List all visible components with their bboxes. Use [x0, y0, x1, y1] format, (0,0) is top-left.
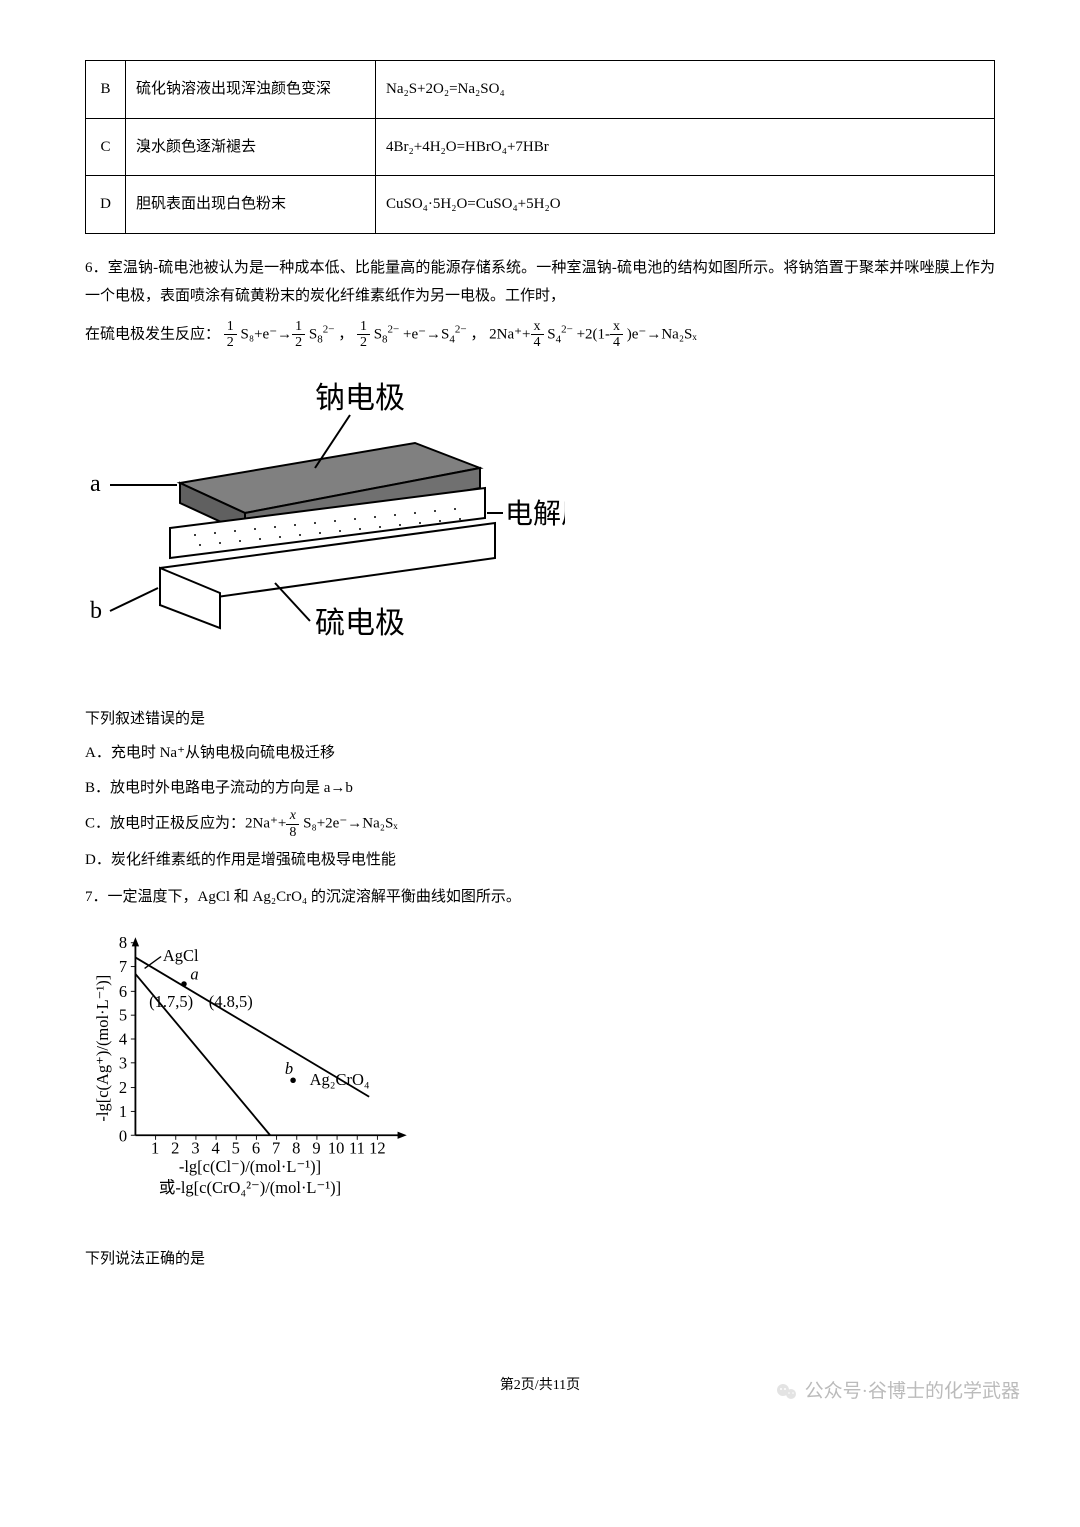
row-equation: Na₂S+2O₂=Na₂SO₄: [376, 61, 995, 119]
solubility-chart: 0 1 2 3 4 5 6 7 8 1 2 3 4 5 6 7 8 9 10 1…: [85, 929, 415, 1213]
q6c-prefix: C．放电时正极反应为：2Na⁺+: [85, 816, 286, 832]
q7-number: 7．: [85, 889, 108, 905]
agcl-label: AgCl: [163, 946, 199, 965]
fraction-x4: x4: [531, 319, 544, 351]
fraction-x4: x4: [610, 319, 623, 351]
watermark-text: 公众号·谷博士的化学武器: [805, 1374, 1020, 1410]
fraction-half: 12: [224, 319, 237, 351]
chart-plot-area: 0 1 2 3 4 5 6 7 8 1 2 3 4 5 6 7 8 9 10 1…: [119, 933, 407, 1157]
watermark: 公众号·谷博士的化学武器: [775, 1374, 1020, 1410]
p2-label: (4.8,5): [209, 992, 253, 1011]
x-axis-label2: 或-lg[c(CrO₄²⁻)/(mol·L⁻¹)]: [159, 1178, 341, 1197]
y-arrow-icon: [132, 937, 139, 946]
agcl-pointer: [145, 957, 161, 969]
y-axis-label: -lg[c(Ag⁺)/(mol·L⁻¹)]: [93, 975, 112, 1122]
svg-text:12: 12: [369, 1139, 385, 1158]
q6-stem: 下列叙述错误的是: [85, 705, 995, 734]
svg-text:4: 4: [212, 1139, 220, 1158]
q7-text: 一定温度下，AgCl 和 Ag₂CrO₄ 的沉淀溶解平衡曲线如图所示。: [108, 889, 521, 905]
q6-option-a: A．充电时 Na⁺从钠电极向硫电极迁移: [85, 739, 995, 768]
a-label: a: [90, 471, 101, 497]
row-label: C: [86, 118, 126, 176]
point-b: [290, 1078, 295, 1083]
svg-text:0: 0: [119, 1127, 127, 1146]
x-axis-label1: -lg[c(Cl⁻)/(mol·L⁻¹)]: [179, 1157, 321, 1176]
row-label: B: [86, 61, 126, 119]
row-desc: 硫化钠溶液出现浑浊颜色变深: [126, 61, 376, 119]
row-desc: 胆矾表面出现白色粉末: [126, 176, 376, 234]
table-row: B 硫化钠溶液出现浑浊颜色变深 Na₂S+2O₂=Na₂SO₄: [86, 61, 995, 119]
fraction-half: 12: [292, 319, 305, 351]
svg-text:8: 8: [292, 1139, 300, 1158]
q7-stem: 下列说法正确的是: [85, 1245, 995, 1274]
table-row: D 胆矾表面出现白色粉末 CuSO₄·5H₂O=CuSO₄+5H₂O: [86, 176, 995, 234]
q6-option-c: C．放电时正极反应为：2Na⁺+x8 S₈+2e⁻→Na₂Sₓ: [85, 808, 995, 840]
svg-text:1: 1: [151, 1139, 159, 1158]
row-equation: 4Br₂+4H₂O=HBrO₄+7HBr: [376, 118, 995, 176]
svg-text:8: 8: [119, 933, 127, 952]
svg-text:5: 5: [119, 1006, 127, 1025]
q6-text1: 室温钠-硫电池被认为是一种成本低、比能量高的能源存储系统。一种室温钠-硫电池的结…: [85, 260, 995, 305]
x-ticks: 1 2 3 4 5 6 7 8 9 10 11 12: [151, 1135, 386, 1157]
q6-heading: 6．室温钠-硫电池被认为是一种成本低、比能量高的能源存储系统。一种室温钠-硫电池…: [85, 254, 995, 311]
q6-reaction-prefix: 在硫电极发生反应：: [85, 326, 220, 342]
point-a: [181, 981, 186, 986]
svg-text:3: 3: [191, 1139, 199, 1158]
fraction-half: 12: [357, 319, 370, 351]
row-label: D: [86, 176, 126, 234]
q6c-suffix: S₈+2e⁻→Na₂Sₓ: [299, 816, 397, 832]
na-label: 钠电极: [315, 382, 405, 415]
svg-text:6: 6: [252, 1139, 260, 1158]
svg-text:5: 5: [232, 1139, 240, 1158]
y-ticks: 0 1 2 3 4 5 6 7 8: [119, 933, 135, 1145]
svg-text:6: 6: [119, 982, 127, 1001]
el-label: 电解质: [505, 498, 565, 530]
svg-text:2: 2: [119, 1078, 127, 1097]
svg-text:11: 11: [349, 1139, 365, 1158]
svg-text:10: 10: [328, 1139, 344, 1158]
b-label: b: [90, 598, 102, 624]
q6-reaction-line: 在硫电极发生反应： 12 S₈+e⁻→12 S82− ， 12 S82− +e⁻…: [85, 319, 995, 351]
table-row: C 溴水颜色逐渐褪去 4Br₂+4H₂O=HBrO₄+7HBr: [86, 118, 995, 176]
point-a-label: a: [190, 964, 198, 983]
wechat-icon: [775, 1380, 799, 1404]
ag2cro4-label: Ag₂CrO₄: [310, 1070, 370, 1089]
q7-heading: 7．一定温度下，AgCl 和 Ag₂CrO₄ 的沉淀溶解平衡曲线如图所示。: [85, 883, 995, 912]
s-label: 硫电极: [315, 607, 405, 640]
svg-text:7: 7: [119, 957, 127, 976]
svg-text:2: 2: [171, 1139, 179, 1158]
b-pointer: [110, 588, 158, 611]
battery-diagram: 钠电极 a b 电解质 硫电极: [85, 373, 565, 673]
q6-option-b: B．放电时外电路电子流动的方向是 a→b: [85, 774, 995, 803]
x-arrow-icon: [398, 1132, 407, 1139]
q6-number: 6．: [85, 260, 108, 276]
p1-label: (1.7,5): [149, 992, 193, 1011]
svg-text:9: 9: [312, 1139, 320, 1158]
fraction-x8: x8: [286, 808, 299, 840]
svg-text:3: 3: [119, 1053, 127, 1072]
row-equation: CuSO₄·5H₂O=CuSO₄+5H₂O: [376, 176, 995, 234]
svg-text:7: 7: [272, 1139, 280, 1158]
options-table: B 硫化钠溶液出现浑浊颜色变深 Na₂S+2O₂=Na₂SO₄ C 溴水颜色逐渐…: [85, 60, 995, 234]
svg-text:4: 4: [119, 1030, 127, 1049]
svg-text:1: 1: [119, 1102, 127, 1121]
row-desc: 溴水颜色逐渐褪去: [126, 118, 376, 176]
point-b-label: b: [285, 1059, 293, 1078]
q6-option-d: D．炭化纤维素纸的作用是增强硫电极导电性能: [85, 846, 995, 875]
s-pointer: [275, 583, 310, 621]
